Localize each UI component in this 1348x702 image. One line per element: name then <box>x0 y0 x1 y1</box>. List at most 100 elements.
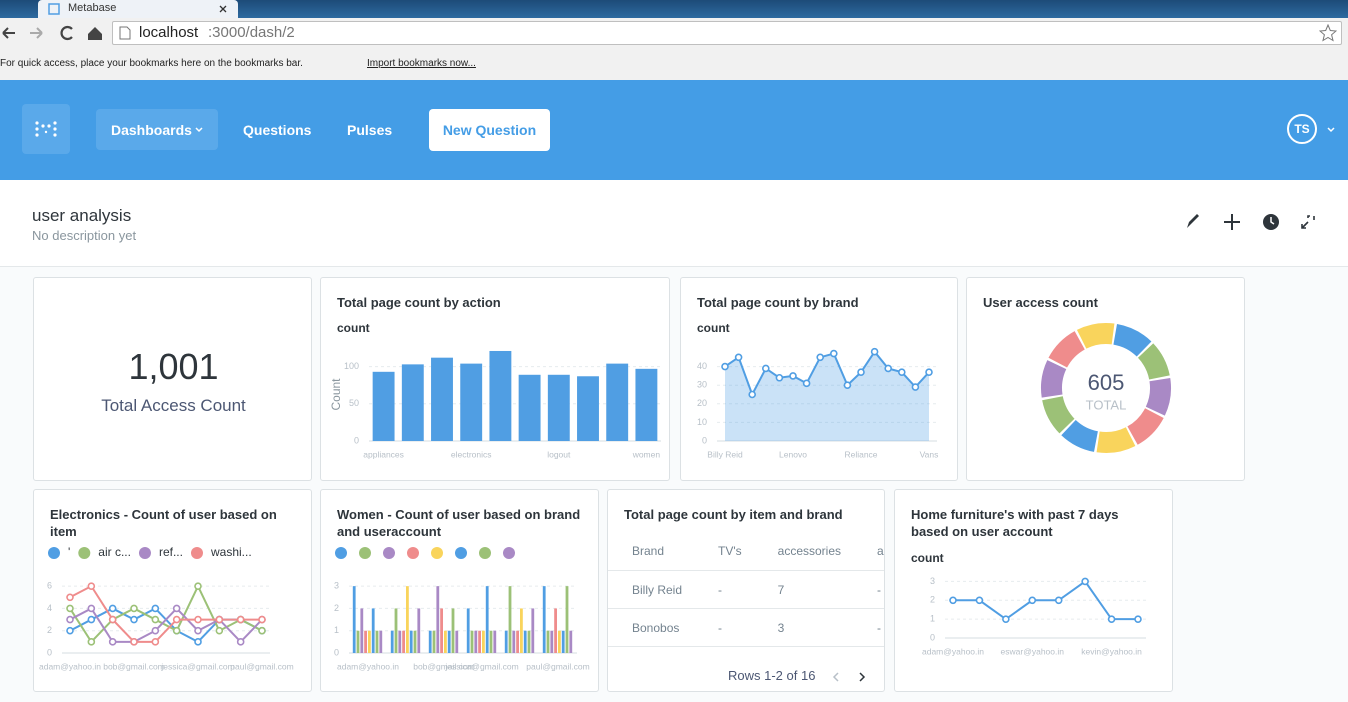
legend-label: ' <box>68 545 70 559</box>
dashboards-menu[interactable]: Dashboards <box>96 109 218 150</box>
point <box>748 390 756 399</box>
bar <box>558 630 561 653</box>
bar <box>413 630 417 653</box>
bar <box>447 630 451 653</box>
new-question-button[interactable]: New Question <box>429 109 550 151</box>
x-tick-label: electronics <box>451 449 492 459</box>
bar <box>546 630 550 653</box>
x-tick-label: paul@gmail.com <box>230 661 293 671</box>
point <box>857 368 865 376</box>
browser-buttons[interactable] <box>0 23 110 43</box>
column-header: air cc <box>853 532 884 571</box>
avatar[interactable]: TS <box>1287 114 1317 144</box>
card-title: Home furniture's with past 7 days based … <box>911 507 1119 539</box>
y-tick-label: 30 <box>697 380 707 390</box>
legend-dot <box>78 547 91 559</box>
x-tick-label: adam@yahoo.in <box>39 661 101 671</box>
y-tick-label: 20 <box>697 398 707 408</box>
table-cell: - <box>853 608 884 647</box>
table-cell: Bonobos <box>608 608 695 647</box>
point <box>108 638 117 646</box>
bar <box>554 608 557 653</box>
x-tick-label: eswar@yahoo.in <box>1001 646 1065 656</box>
bar <box>512 630 516 653</box>
y-tick-label: 3 <box>334 581 339 591</box>
bar <box>550 630 554 653</box>
address-row: localhost :3000/dash/2 <box>0 18 1348 48</box>
legend-label: washi... <box>210 545 252 559</box>
bar <box>489 350 512 441</box>
x-tick-label: paul@gmail.com <box>526 661 589 671</box>
point <box>236 638 245 646</box>
column-header: accessories <box>753 532 853 571</box>
y-tick-label: 10 <box>697 417 707 427</box>
bar <box>565 586 569 653</box>
table-cell: Billy Reid <box>608 570 695 609</box>
tab-close[interactable] <box>218 4 228 14</box>
browser-tab[interactable]: Metabase <box>38 0 238 18</box>
point <box>194 582 202 590</box>
bar <box>431 357 453 441</box>
import-bookmarks-link[interactable]: Import bookmarks now... <box>367 58 476 69</box>
point <box>816 353 824 362</box>
donut-total: 605 <box>1088 370 1125 395</box>
avatar-chevron[interactable] <box>1327 126 1335 134</box>
x-tick-label: logout <box>547 449 571 459</box>
point <box>215 615 224 624</box>
bar <box>372 371 395 441</box>
point <box>151 626 160 635</box>
chart: 605 TOTAL <box>1040 323 1172 453</box>
bookmark-star[interactable] <box>1319 24 1337 42</box>
logo[interactable] <box>22 104 70 154</box>
url-path: :3000/dash/2 <box>208 24 295 41</box>
bar <box>409 630 413 653</box>
card-title: Total page count by action <box>337 295 501 310</box>
nav-pulses[interactable]: Pulses <box>347 122 393 138</box>
point <box>172 615 181 624</box>
bar <box>460 363 483 441</box>
x-tick-label: Reliance <box>844 449 877 459</box>
x-tick-label: Vans <box>920 449 939 459</box>
point <box>789 372 797 380</box>
x-tick-label: women <box>632 449 661 459</box>
point <box>1002 615 1010 623</box>
bar <box>523 630 527 653</box>
bar <box>406 586 409 653</box>
bar <box>606 363 629 441</box>
dashboard-header: user analysis No description yet <box>0 180 1348 267</box>
table-cell: 3 <box>753 608 853 647</box>
point <box>87 604 96 613</box>
y-tick-label: 6 <box>47 581 52 591</box>
header-actions[interactable] <box>1180 210 1320 234</box>
x-tick-label: jessica@gmail.com <box>160 661 234 671</box>
point <box>151 604 160 613</box>
card-subtitle: count <box>697 321 730 335</box>
point <box>66 626 74 635</box>
legend-dot <box>407 547 419 559</box>
x-tick-label: Lenovo <box>779 449 807 459</box>
card-title: Total page count by item and brand <box>624 507 843 522</box>
bar <box>398 630 402 653</box>
point <box>87 615 96 624</box>
bar <box>485 586 489 653</box>
point <box>215 626 224 635</box>
bar <box>466 608 470 653</box>
nav-questions[interactable]: Questions <box>243 122 312 138</box>
y-tick-label: 0 <box>354 435 359 445</box>
table-cell: 7 <box>753 570 853 609</box>
y-tick-label: 0 <box>47 647 52 657</box>
y-tick-label: 2 <box>930 595 935 605</box>
point <box>1134 615 1142 623</box>
legend-dot <box>335 547 347 559</box>
donut-segment <box>1127 408 1164 445</box>
bar <box>482 630 485 653</box>
y-axis-label: Count <box>329 378 343 411</box>
table-row: Billy Reid -7- <box>608 570 884 609</box>
bar <box>444 630 447 653</box>
legend-dot <box>431 547 443 559</box>
url-bar[interactable]: localhost :3000/dash/2 <box>112 21 1342 45</box>
x-tick-label: adam@yahoo.in <box>922 646 984 656</box>
legend-dot <box>455 547 467 559</box>
bar <box>520 608 523 653</box>
